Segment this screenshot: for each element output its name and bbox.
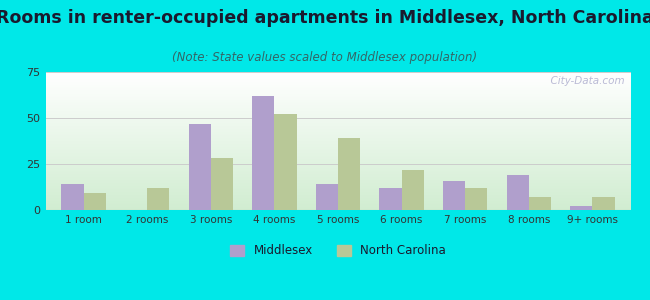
Bar bbox=[252, 96, 274, 210]
Bar bbox=[465, 188, 488, 210]
Bar bbox=[316, 184, 338, 210]
Bar bbox=[84, 194, 106, 210]
Legend: Middlesex, North Carolina: Middlesex, North Carolina bbox=[226, 240, 450, 262]
Bar bbox=[443, 181, 465, 210]
Bar bbox=[592, 197, 615, 210]
Bar bbox=[380, 188, 402, 210]
Bar bbox=[570, 206, 592, 210]
Bar bbox=[148, 188, 170, 210]
Bar bbox=[528, 197, 551, 210]
Text: (Note: State values scaled to Middlesex population): (Note: State values scaled to Middlesex … bbox=[172, 51, 478, 64]
Bar bbox=[61, 184, 84, 210]
Bar bbox=[274, 114, 296, 210]
Text: Rooms in renter-occupied apartments in Middlesex, North Carolina: Rooms in renter-occupied apartments in M… bbox=[0, 9, 650, 27]
Bar bbox=[188, 124, 211, 210]
Bar bbox=[506, 175, 528, 210]
Bar bbox=[402, 169, 424, 210]
Bar bbox=[211, 158, 233, 210]
Bar bbox=[338, 138, 360, 210]
Text: City-Data.com: City-Data.com bbox=[544, 76, 625, 86]
